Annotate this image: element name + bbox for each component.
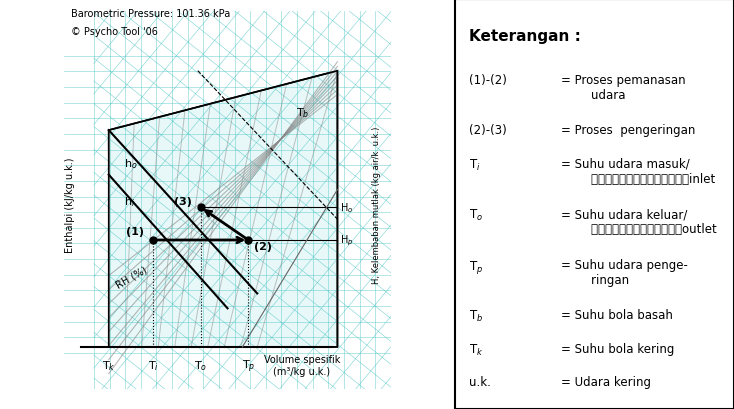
Text: © Psycho Tool '06: © Psycho Tool '06 (70, 27, 158, 37)
Text: H$_p$: H$_p$ (341, 233, 354, 247)
Text: T$_i$: T$_i$ (148, 358, 159, 372)
Text: = Proses pemanasan
        udara: = Proses pemanasan udara (561, 74, 686, 101)
Text: (2): (2) (254, 241, 272, 251)
Text: h$_i$: h$_i$ (123, 195, 135, 209)
Text: h$_o$: h$_o$ (123, 156, 137, 170)
Text: (1): (1) (126, 227, 145, 236)
Text: Barometric Pressure: 101.36 kPa: Barometric Pressure: 101.36 kPa (70, 9, 230, 18)
Text: Volume spesifik
(m³/kg u.k.): Volume spesifik (m³/kg u.k.) (264, 354, 340, 376)
Text: T$_o$: T$_o$ (195, 358, 208, 372)
Text: = Suhu udara penge-
        ringan: = Suhu udara penge- ringan (561, 258, 688, 286)
Text: Keterangan :: Keterangan : (469, 29, 581, 44)
Text: RH (%): RH (%) (115, 264, 149, 290)
Text: = Suhu bola kering: = Suhu bola kering (561, 342, 675, 355)
Text: T$_p$: T$_p$ (241, 357, 255, 373)
Text: T$_p$: T$_p$ (469, 258, 483, 275)
Text: = Suhu bola basah: = Suhu bola basah (561, 308, 673, 321)
Text: = Proses  pengeringan: = Proses pengeringan (561, 124, 695, 137)
Text: H, Kelembaban mutlak (kg air/k  u.k.): H, Kelembaban mutlak (kg air/k u.k.) (371, 126, 380, 283)
Polygon shape (94, 57, 338, 72)
Text: H$_o$: H$_o$ (341, 201, 354, 215)
Text: (3): (3) (174, 197, 192, 207)
Text: (1)-(2): (1)-(2) (469, 74, 507, 87)
Text: u.k.: u.k. (469, 375, 491, 389)
Text: T$_k$: T$_k$ (102, 358, 115, 372)
Text: T$_i$: T$_i$ (469, 157, 481, 173)
Text: Enthalpi (kJ/kg u.k.): Enthalpi (kJ/kg u.k.) (65, 157, 75, 252)
Text: T$_k$: T$_k$ (469, 342, 484, 357)
Polygon shape (94, 131, 109, 353)
Text: T$_b$: T$_b$ (296, 106, 309, 120)
Text: = Suhu udara masuk/
                      inlet: = Suhu udara masuk/               inlet (561, 157, 716, 185)
Text: = Suhu udara keluar/
                     outlet: = Suhu udara keluar/              outlet (561, 208, 717, 236)
Text: T$_o$: T$_o$ (469, 208, 483, 223)
Polygon shape (109, 72, 338, 347)
Text: = Udara kering: = Udara kering (561, 375, 651, 389)
Text: (2)-(3): (2)-(3) (469, 124, 506, 137)
Text: T$_b$: T$_b$ (469, 308, 483, 324)
